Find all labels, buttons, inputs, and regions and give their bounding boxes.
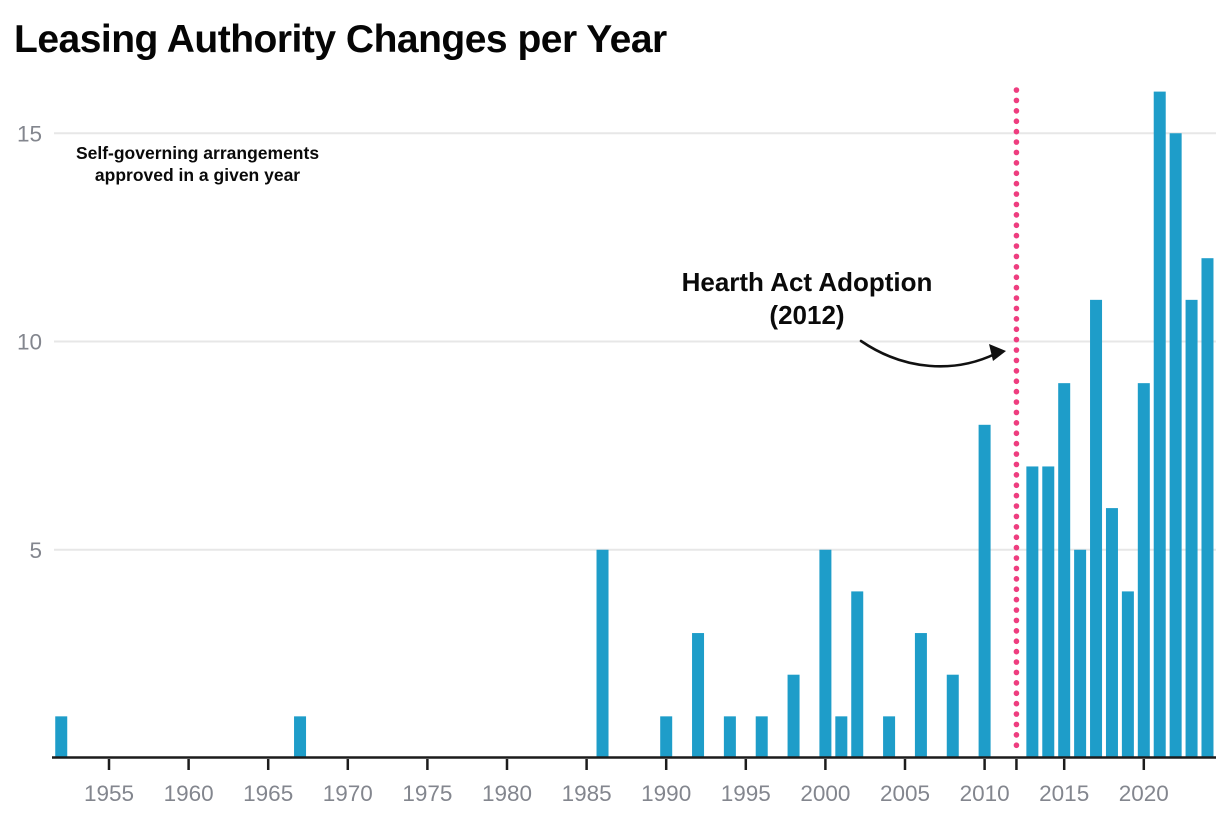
bar-2013 <box>1026 466 1039 757</box>
x-axis-label-1970: 1970 <box>323 781 373 806</box>
x-axis-label-2010: 2010 <box>960 781 1010 806</box>
x-axis-label-1975: 1975 <box>402 781 452 806</box>
bar-1967 <box>294 716 307 757</box>
chart-title: Leasing Authority Changes per Year <box>14 18 667 61</box>
bar-1952 <box>55 716 68 757</box>
y-axis-label-10: 10 <box>17 330 42 355</box>
x-axis-label-2020: 2020 <box>1119 781 1169 806</box>
x-axis-label-1990: 1990 <box>641 781 691 806</box>
bar-1998 <box>787 674 800 757</box>
bar-2010 <box>978 424 991 757</box>
x-axis-label-1980: 1980 <box>482 781 532 806</box>
annotation-arrow <box>859 339 997 368</box>
bar-1990 <box>660 716 673 757</box>
bar-2021 <box>1153 91 1166 758</box>
x-axis-label-2005: 2005 <box>880 781 930 806</box>
x-axis-label-2015: 2015 <box>1039 781 1089 806</box>
x-axis-label-2000: 2000 <box>800 781 850 806</box>
x-axis-label-1955: 1955 <box>84 781 134 806</box>
bar-2014 <box>1042 466 1055 757</box>
bar-1994 <box>723 716 736 757</box>
annotation-arrow-head <box>989 344 1006 361</box>
y-axis-label-15: 15 <box>17 121 42 146</box>
bar-1986 <box>596 549 609 757</box>
bar-2001 <box>835 716 848 757</box>
bar-2015 <box>1058 383 1071 757</box>
hearth-act-annotation: Hearth Act Adoption (2012) <box>650 266 964 332</box>
chart-subtitle: Self-governing arrangements approved in … <box>55 142 340 186</box>
x-axis-label-1965: 1965 <box>243 781 293 806</box>
bar-2019 <box>1121 591 1134 757</box>
bar-2020 <box>1137 383 1150 757</box>
bar-2022 <box>1169 133 1182 757</box>
subtitle-line-2: approved in a given year <box>94 165 301 185</box>
bar-2024 <box>1201 258 1214 757</box>
bar-2023 <box>1185 299 1198 757</box>
bar-2008 <box>946 674 959 757</box>
bar-1996 <box>755 716 768 757</box>
bar-2000 <box>819 549 832 757</box>
x-axis-label-1985: 1985 <box>562 781 612 806</box>
x-axis-label-1960: 1960 <box>164 781 214 806</box>
bar-2018 <box>1105 508 1118 757</box>
bar-2016 <box>1074 549 1087 757</box>
bar-2017 <box>1090 299 1103 757</box>
y-axis-label-5: 5 <box>29 538 42 563</box>
subtitle-line-1: Self-governing arrangements <box>75 143 320 163</box>
bar-2006 <box>914 633 927 757</box>
x-axis-label-1995: 1995 <box>721 781 771 806</box>
bar-2004 <box>883 716 896 757</box>
annotation-line-1: Hearth Act Adoption <box>681 267 933 297</box>
annotation-line-2: (2012) <box>769 300 845 330</box>
bar-2002 <box>851 591 864 757</box>
bar-1992 <box>692 633 705 757</box>
